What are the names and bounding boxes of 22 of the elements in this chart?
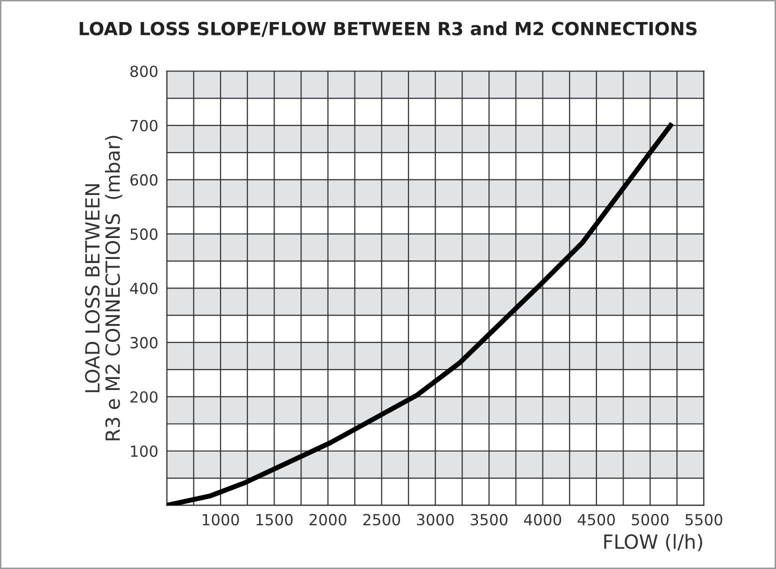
y-tick-label: 500 [130,228,158,240]
x-tick-label: 2500 [363,514,400,526]
x-tick-label: 3000 [417,514,454,526]
x-tick-label: 2000 [310,514,346,526]
x-tick-label: 5500 [686,514,722,526]
line-series [166,122,673,506]
y-tick-label: 400 [130,282,158,294]
x-tick-label: 3500 [470,514,508,526]
x-tick-label: 1500 [256,514,293,526]
x-tick-label: 5000 [632,514,669,526]
y-axis-title: LOAD LOSS BETWEEN R3 e M2 CONNECTIONS (mbar) [85,136,122,440]
x-tick-label: 1000 [202,514,239,526]
chart-title: LOAD LOSS SLOPE/FLOW BETWEEN R3 and M2 CONNECTIONS [80,21,697,37]
y-tick-label: 700 [130,120,158,132]
y-tick-label: 300 [130,336,158,348]
x-tick-label: 4000 [524,514,562,526]
y-tick-label: 100 [131,445,158,458]
x-axis-title: FLOW (l/h) [604,534,702,552]
y-tick-label: 200 [130,391,158,403]
y-tick-label: 600 [130,174,158,186]
y-tick-label: 800 [130,66,158,78]
x-tick-label: 4500 [578,514,615,526]
